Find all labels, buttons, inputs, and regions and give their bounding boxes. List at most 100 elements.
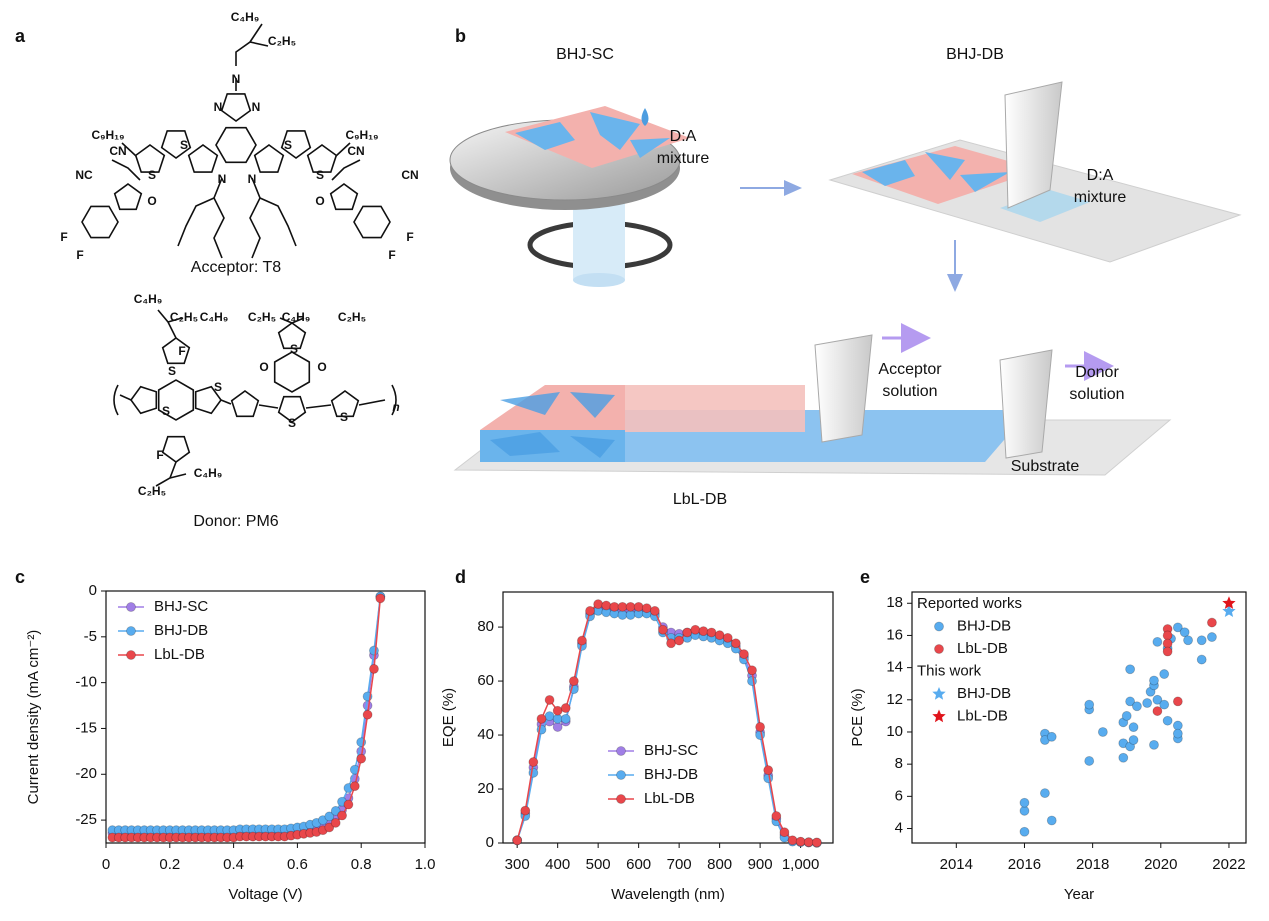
point-marker <box>616 770 626 780</box>
y-tick-label: 14 <box>886 659 903 676</box>
polymer-bracket <box>113 384 397 416</box>
atom-label: O <box>317 360 326 374</box>
y-tick-label: 16 <box>886 626 903 643</box>
bond <box>119 394 132 401</box>
point-marker <box>560 703 571 713</box>
point-marker <box>337 810 347 821</box>
acceptor-layer <box>625 385 805 432</box>
schematic-label: Donor <box>1075 364 1119 381</box>
point-marker <box>1152 636 1163 647</box>
point-marker <box>528 767 539 778</box>
y-tick-label: 60 <box>477 672 494 689</box>
bond-ring <box>277 322 307 350</box>
atom-label: C₉H₁₉ <box>345 128 378 142</box>
bond-ring <box>329 183 359 211</box>
point-marker <box>1196 654 1207 665</box>
atom-label: C₄H₉ <box>231 10 259 24</box>
bond <box>167 317 183 323</box>
point-marker <box>811 837 822 848</box>
point-marker <box>739 649 749 659</box>
point-marker <box>755 722 766 732</box>
bond-ring <box>277 395 307 423</box>
star-marker <box>932 709 946 723</box>
schematic-label: solution <box>1069 386 1124 403</box>
point-marker <box>544 695 555 705</box>
bond <box>249 177 261 259</box>
point-marker <box>1159 669 1170 679</box>
x-tick-label: 2016 <box>1008 856 1041 873</box>
bond <box>305 404 332 409</box>
y-tick-label: 10 <box>886 723 903 740</box>
point-marker <box>1172 696 1183 707</box>
point-marker <box>649 605 660 616</box>
atom-label: CN <box>347 144 364 158</box>
atom-label: C₂H₅ <box>248 310 276 324</box>
point-marker <box>616 746 626 756</box>
point-marker <box>1152 706 1163 716</box>
point-marker <box>1159 699 1170 710</box>
atom-label: C₄H₉ <box>134 292 162 306</box>
panel-label: b <box>455 26 466 46</box>
schematic-label: D:A <box>1087 167 1114 184</box>
atom-label: N <box>214 100 223 114</box>
atom-label: C₂H₅ <box>338 310 366 324</box>
legend-label: BHJ-SC <box>644 742 698 759</box>
point-marker <box>1162 646 1173 657</box>
point-marker <box>601 600 612 611</box>
bond-ring <box>81 205 119 239</box>
legend-group-title: This work <box>917 662 982 679</box>
bond <box>259 197 297 247</box>
point-marker <box>1084 756 1095 766</box>
point-marker <box>528 757 539 767</box>
point-marker <box>585 605 595 616</box>
y-tick-label: 6 <box>895 787 903 804</box>
bond <box>291 317 305 324</box>
point-marker <box>126 626 136 636</box>
bond <box>177 197 215 247</box>
legend-label: LbL-DB <box>154 646 205 663</box>
point-marker <box>714 630 725 641</box>
bond-ring <box>280 130 312 159</box>
point-marker <box>343 799 354 810</box>
y-tick-label: 0 <box>89 582 97 599</box>
atom-label: S <box>180 138 188 152</box>
schematic-label: Substrate <box>1011 458 1080 475</box>
x-tick-label: 600 <box>626 856 651 873</box>
x-tick-label: 1.0 <box>415 856 436 873</box>
point-marker <box>330 806 341 816</box>
y-axis-label: EQE (%) <box>440 688 457 747</box>
film-domain <box>490 392 615 458</box>
point-marker <box>1125 696 1136 707</box>
point-marker <box>698 626 709 637</box>
atom-label: C₄H₉ <box>282 310 310 324</box>
x-tick-label: 2020 <box>1144 856 1177 873</box>
point-marker <box>126 650 136 660</box>
bond-ring <box>230 390 260 418</box>
atom-label: S <box>214 380 222 394</box>
point-marker <box>1046 815 1057 826</box>
bond <box>258 404 279 409</box>
y-axis-label: Current density (mA cm⁻²) <box>25 630 42 805</box>
atom-label: C₂H₅ <box>268 34 296 48</box>
x-tick-label: 0.6 <box>287 856 308 873</box>
y-tick-label: 8 <box>895 755 903 772</box>
point-marker <box>690 624 701 635</box>
atom-label: S <box>316 168 324 182</box>
point-marker <box>633 601 644 612</box>
point-marker <box>616 794 626 804</box>
point-marker <box>324 822 335 833</box>
point-marker <box>1046 731 1057 742</box>
atom-label: CN <box>401 168 418 182</box>
y-tick-label: 0 <box>486 834 494 851</box>
point-marker <box>1128 722 1139 733</box>
atom-label: CN <box>109 144 126 158</box>
point-marker <box>617 601 628 612</box>
point-marker <box>1162 715 1173 726</box>
point-marker <box>536 713 547 724</box>
point-marker <box>682 627 693 638</box>
point-marker <box>706 627 717 638</box>
atom-label: C₄H₉ <box>194 466 222 480</box>
point-marker <box>779 827 790 838</box>
bond <box>121 142 137 157</box>
